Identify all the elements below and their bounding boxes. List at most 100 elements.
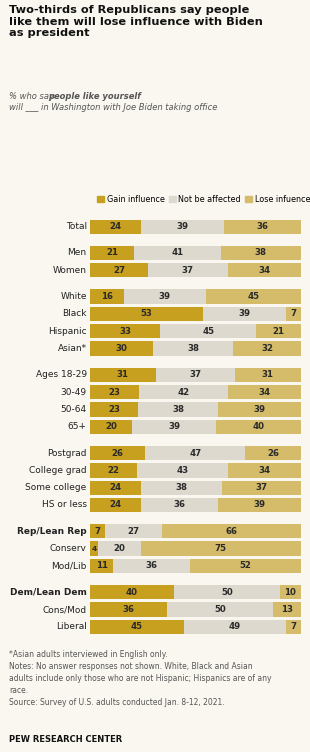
Bar <box>90 524 105 538</box>
Text: 75: 75 <box>215 544 227 553</box>
Bar <box>206 290 301 304</box>
Text: % who say: % who say <box>9 92 57 101</box>
Text: 20: 20 <box>114 544 126 553</box>
Text: Liberal: Liberal <box>56 623 87 632</box>
Text: 53: 53 <box>140 309 152 318</box>
Text: 23: 23 <box>108 387 120 396</box>
Bar <box>134 246 221 260</box>
Bar <box>219 402 301 417</box>
Text: 65+: 65+ <box>68 423 87 431</box>
Bar <box>145 446 245 460</box>
Text: Rep/Lean Rep: Rep/Lean Rep <box>17 527 87 536</box>
Bar <box>90 602 166 617</box>
Text: Postgrad: Postgrad <box>47 449 87 457</box>
Bar <box>228 263 301 277</box>
Bar <box>190 559 301 573</box>
Text: White: White <box>60 292 87 301</box>
Text: 45: 45 <box>202 326 214 335</box>
Bar <box>98 541 141 556</box>
Bar <box>162 524 301 538</box>
Text: 41: 41 <box>171 248 184 257</box>
Bar <box>105 524 162 538</box>
Bar <box>90 481 141 495</box>
Text: *Asian adults interviewed in English only.
Notes: No answer responses not shown.: *Asian adults interviewed in English onl… <box>9 650 272 707</box>
Text: 39: 39 <box>253 501 265 510</box>
Bar <box>221 246 301 260</box>
Text: 23: 23 <box>108 405 120 414</box>
Text: 39: 39 <box>168 423 180 431</box>
Text: PEW RESEARCH CENTER: PEW RESEARCH CENTER <box>9 735 122 744</box>
Bar <box>90 385 139 399</box>
Text: HS or less: HS or less <box>42 501 87 510</box>
Text: 39: 39 <box>238 309 250 318</box>
Text: 34: 34 <box>259 387 271 396</box>
Text: Cons/Mod: Cons/Mod <box>42 605 87 614</box>
Text: 42: 42 <box>178 387 190 396</box>
Bar <box>245 446 301 460</box>
Text: 37: 37 <box>182 265 194 274</box>
Text: Two-thirds of Republicans say people
like them will lose influence with Biden
as: Two-thirds of Republicans say people lik… <box>9 5 263 38</box>
Bar <box>90 324 160 338</box>
Text: 16: 16 <box>101 292 113 301</box>
Text: 49: 49 <box>229 623 241 632</box>
Bar <box>218 498 301 512</box>
Bar <box>141 498 218 512</box>
Text: 36: 36 <box>122 605 134 614</box>
Text: 45: 45 <box>247 292 259 301</box>
Text: 30: 30 <box>116 344 127 353</box>
Text: 37: 37 <box>255 484 267 493</box>
Text: 24: 24 <box>109 501 122 510</box>
Bar <box>280 585 301 599</box>
Text: 31: 31 <box>262 370 274 379</box>
Text: 32: 32 <box>261 344 273 353</box>
Bar <box>141 220 224 234</box>
Text: 39: 39 <box>254 405 266 414</box>
Bar <box>90 585 174 599</box>
Bar <box>137 463 228 478</box>
Text: 21: 21 <box>272 326 284 335</box>
Text: 38: 38 <box>187 344 199 353</box>
Text: 50: 50 <box>214 605 226 614</box>
Text: College grad: College grad <box>29 466 87 475</box>
Text: will ___ in Washington with Joe Biden taking office: will ___ in Washington with Joe Biden ta… <box>9 103 218 112</box>
Bar <box>184 620 286 634</box>
Text: 39: 39 <box>159 292 171 301</box>
Text: 36: 36 <box>256 222 268 231</box>
Text: 13: 13 <box>281 605 293 614</box>
Bar <box>235 368 301 382</box>
Text: 43: 43 <box>176 466 188 475</box>
Text: 27: 27 <box>113 265 125 274</box>
Bar <box>222 481 301 495</box>
Text: 10: 10 <box>284 588 296 597</box>
Bar <box>228 463 301 478</box>
Text: 39: 39 <box>176 222 188 231</box>
Text: Conserv: Conserv <box>50 544 87 553</box>
Text: 37: 37 <box>189 370 202 379</box>
Text: 40: 40 <box>126 588 138 597</box>
Bar <box>156 368 235 382</box>
Bar <box>286 307 301 321</box>
Bar <box>90 541 98 556</box>
Text: 34: 34 <box>259 466 271 475</box>
Bar <box>90 402 138 417</box>
Text: 11: 11 <box>95 562 108 571</box>
Bar <box>90 559 113 573</box>
Bar <box>166 602 273 617</box>
Bar <box>113 559 190 573</box>
Text: 40: 40 <box>252 423 264 431</box>
Bar <box>90 446 145 460</box>
Bar <box>286 620 301 634</box>
Text: Dem/Lean Dem: Dem/Lean Dem <box>10 588 87 597</box>
Text: 22: 22 <box>107 466 119 475</box>
Bar <box>90 498 141 512</box>
Bar <box>228 385 301 399</box>
Text: 4: 4 <box>91 546 97 552</box>
Bar <box>160 324 256 338</box>
Text: Total: Total <box>66 222 87 231</box>
Bar <box>90 341 153 356</box>
Bar <box>90 307 203 321</box>
Bar <box>139 385 228 399</box>
Text: 47: 47 <box>189 449 202 457</box>
Text: 38: 38 <box>175 484 188 493</box>
Text: Mod/Lib: Mod/Lib <box>51 562 87 571</box>
